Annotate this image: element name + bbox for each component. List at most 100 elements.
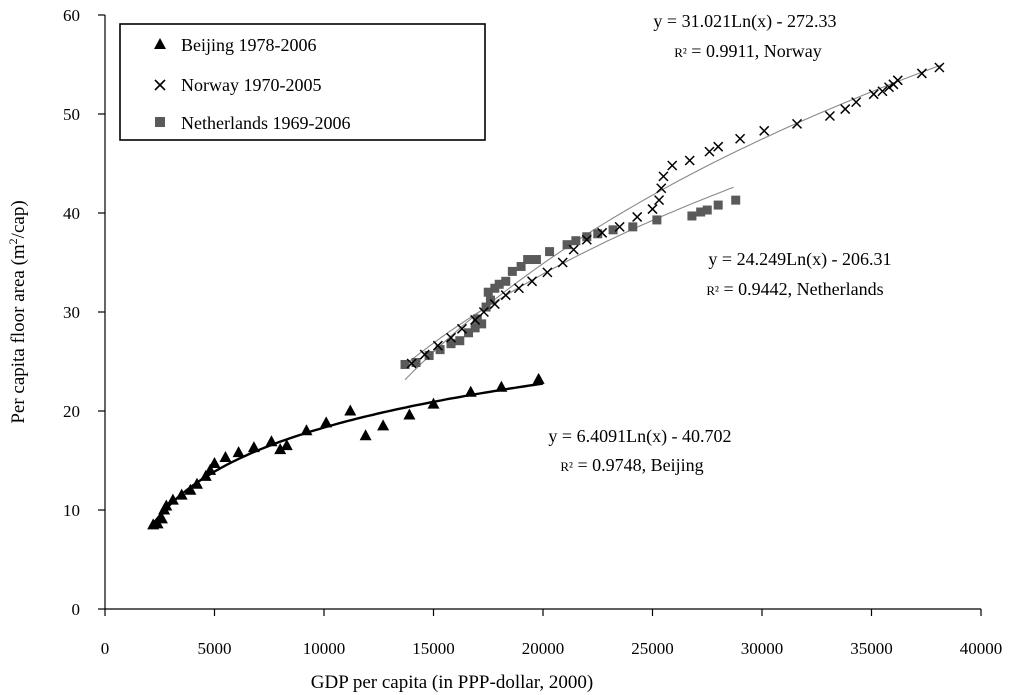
legend-marker-beijing: [154, 38, 166, 49]
point-beijing: [320, 416, 333, 428]
legend-label-netherlands: Netherlands 1969-2006: [181, 113, 350, 133]
point-cross-stroke: [735, 133, 746, 144]
point-cross-stroke: [704, 146, 715, 157]
point-beijing: [160, 499, 173, 511]
point-beijing: [155, 512, 168, 524]
point-netherlands: [494, 279, 504, 289]
y-tick-label: 40: [63, 204, 80, 223]
x-tick-label: 30000: [741, 639, 784, 658]
x-tick-label: 40000: [960, 639, 1003, 658]
point-norway: [513, 283, 524, 294]
point-norway: [632, 211, 643, 222]
legend-marker-norway: [154, 79, 166, 91]
point-netherlands: [507, 266, 517, 276]
r2-netherlands-label: R²: [706, 283, 719, 298]
point-netherlands: [593, 229, 603, 239]
x-tick-label: 15000: [412, 639, 455, 658]
r2-beijing-label: R²: [560, 459, 573, 474]
point-netherlands: [571, 236, 581, 246]
point-norway: [759, 125, 770, 136]
y-tick-label: 10: [63, 501, 80, 520]
point-cross-stroke: [934, 62, 945, 73]
point-beijing: [184, 483, 197, 495]
r2-norway: R² = 0.9911, Norway: [674, 41, 822, 61]
equation-beijing: y = 6.4091Ln(x) - 40.702: [548, 426, 731, 447]
legend-label-beijing: Beijing 1978-2006: [181, 35, 317, 55]
point-cross-stroke: [759, 125, 770, 136]
point-beijing: [280, 439, 293, 451]
point-beijing: [427, 397, 440, 409]
point-cross-stroke: [868, 89, 879, 100]
point-norway: [597, 227, 608, 238]
y-ticks: 0 10 20 30 40 50 60: [63, 6, 105, 619]
point-cross-stroke: [456, 323, 468, 334]
point-norway: [432, 340, 443, 351]
point-cross-stroke: [647, 204, 658, 215]
point-norway: [419, 349, 430, 360]
point-beijing: [247, 441, 260, 453]
point-netherlands: [562, 240, 572, 250]
point-cross-stroke: [478, 306, 489, 318]
point-beijing: [219, 451, 232, 463]
point-norway: [478, 306, 489, 318]
point-beijing: [232, 446, 245, 458]
point-beijing: [175, 488, 188, 500]
point-norway: [542, 267, 553, 278]
point-beijing: [377, 419, 390, 431]
point-cross-stroke: [684, 155, 695, 166]
point-cross-stroke: [851, 97, 862, 108]
point-norway: [877, 86, 888, 97]
x-ticks: 0 5000 10000 15000 20000 25000 30000 35000 40000: [101, 609, 1003, 658]
point-cross-stroke: [542, 267, 553, 278]
point-beijing: [403, 408, 416, 420]
point-cross-stroke: [632, 211, 643, 222]
trend-equations: y = 31.021Ln(x) - 272.33 R² = 0.9911, No…: [548, 11, 891, 475]
point-norway: [656, 183, 667, 194]
point-norway: [489, 299, 500, 310]
point-netherlands: [481, 302, 491, 312]
point-cross-stroke: [432, 340, 443, 351]
x-tick-label: 10000: [303, 639, 346, 658]
point-beijing: [190, 477, 203, 489]
point-netherlands: [628, 222, 638, 232]
point-netherlands: [483, 287, 493, 297]
point-cross-stroke: [557, 257, 568, 268]
point-cross-stroke: [581, 234, 592, 245]
point-beijing: [495, 380, 508, 392]
point-norway: [557, 257, 568, 268]
point-norway: [647, 204, 658, 215]
r2-netherlands-text: = 0.9442, Netherlands: [719, 279, 884, 299]
point-netherlands: [545, 247, 555, 257]
point-norway: [934, 62, 945, 73]
y-tick-label: 50: [63, 105, 80, 124]
point-norway: [883, 82, 895, 93]
y-axis-label-end: /cap): [8, 200, 29, 238]
x-tick-label: 20000: [522, 639, 565, 658]
r2-norway-text: = 0.9911, Norway: [687, 41, 822, 61]
point-beijing: [265, 435, 278, 447]
point-beijing: [464, 385, 477, 397]
y-axis-label-sup: 2: [6, 238, 20, 244]
point-norway: [470, 314, 481, 325]
point-cross-stroke: [713, 141, 724, 152]
point-norway: [704, 146, 715, 157]
point-cross-stroke: [513, 283, 524, 294]
point-norway: [445, 332, 457, 343]
point-cross-stroke: [614, 221, 625, 232]
point-cross-stroke: [500, 290, 511, 301]
trendline-beijing: [152, 382, 544, 525]
point-norway: [735, 133, 746, 144]
point-netherlands: [455, 336, 465, 346]
y-tick-label: 0: [72, 600, 81, 619]
point-netherlands: [652, 215, 662, 225]
legend-marker-netherlands: [155, 117, 165, 127]
point-cross-stroke: [568, 244, 579, 255]
point-beijing: [166, 493, 179, 505]
point-norway: [527, 276, 538, 287]
point-netherlands: [731, 195, 741, 205]
point-cross-stroke: [667, 160, 678, 171]
point-netherlands: [424, 351, 434, 361]
point-norway: [667, 160, 678, 171]
point-cross-stroke: [406, 358, 417, 369]
